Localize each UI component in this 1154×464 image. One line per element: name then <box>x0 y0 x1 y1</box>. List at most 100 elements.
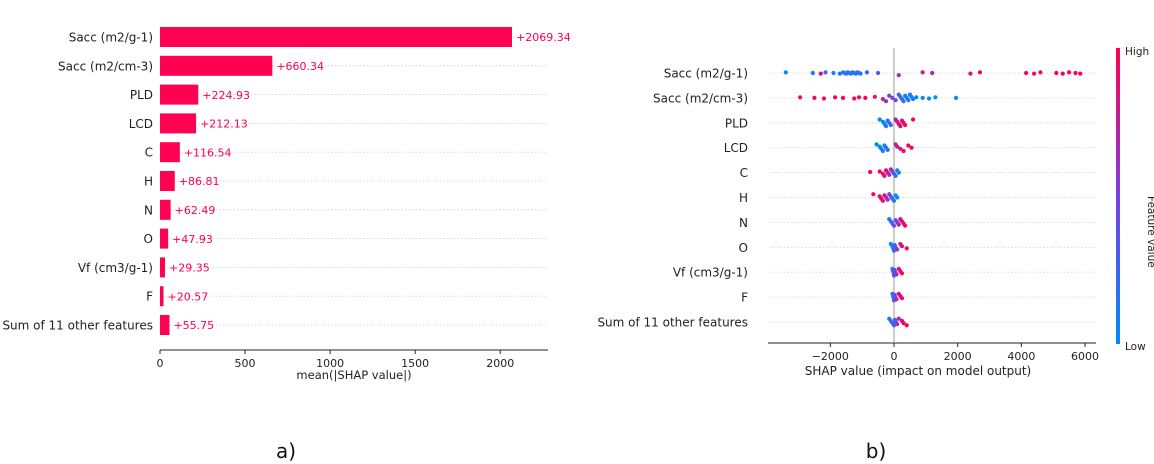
point-pld-10 <box>898 124 903 129</box>
point-n-3 <box>891 223 897 228</box>
category-label-n: N <box>144 203 153 217</box>
point-sacc-m2-g-1-2 <box>818 71 823 76</box>
point-sacc-m2-cm-3-24 <box>914 95 919 100</box>
point-lcd-3 <box>880 148 885 154</box>
point-o-6 <box>895 247 900 252</box>
point-o-3 <box>891 248 897 253</box>
point-c-12 <box>896 170 901 175</box>
point-pld-14 <box>911 117 916 122</box>
feature-label-pld: PLD <box>725 116 748 130</box>
point-sacc-m2-g-1-26 <box>1031 71 1037 76</box>
bar-sacc-m2-cm-3 <box>160 55 273 76</box>
x-tick-label-3: 1500 <box>401 357 429 370</box>
point-o-9 <box>904 246 909 251</box>
point-sacc-m2-cm-3-0 <box>797 95 803 100</box>
colorbar-low-label: Low <box>1125 341 1146 353</box>
feature-label-sacc-m2-g-1: Sacc (m2/g-1) <box>664 67 748 81</box>
point-sacc-m2-g-1-23 <box>968 71 973 76</box>
point-h-6 <box>885 197 890 202</box>
point-sacc-m2-g-1-25 <box>1024 70 1029 76</box>
value-label-f: +20.57 <box>167 290 208 303</box>
point-sacc-m2-cm-3-4 <box>840 95 846 100</box>
point-c-10 <box>893 173 898 178</box>
x-tick-label-4: 2000 <box>486 357 514 370</box>
point-sacc-m2-g-1-1 <box>810 70 815 76</box>
bar-lcd <box>160 113 197 134</box>
bar-o <box>160 228 169 249</box>
value-label-c: +116.54 <box>184 146 232 159</box>
point-sacc-m2-g-1-0 <box>783 70 788 75</box>
point-sum-of-11-other-features-7 <box>896 316 901 321</box>
point-n-6 <box>896 222 901 227</box>
point-sacc-m2-g-1-19 <box>875 70 881 76</box>
bar-chart-gridlines <box>160 36 548 326</box>
value-label-sacc-m2-cm-3: +660.34 <box>276 60 324 73</box>
beeswarm-points <box>783 70 1083 328</box>
point-sacc-m2-cm-3-9 <box>880 96 885 102</box>
feature-label-c: C <box>740 166 748 180</box>
x-tick-label-1: 500 <box>235 357 256 370</box>
feature-label-sacc-m2-cm-3: Sacc (m2/cm-3) <box>653 91 748 105</box>
point-vf-cm3-g-1-6 <box>894 272 899 277</box>
point-c-3 <box>882 173 887 178</box>
feature-label-sum-of-11-other-features: Sum of 11 other features <box>597 316 748 330</box>
point-sacc-m2-cm-3-5 <box>852 96 857 101</box>
bar-h <box>160 171 175 191</box>
bar-pld <box>160 84 199 105</box>
point-sacc-m2-g-1-31 <box>1073 70 1078 76</box>
bar-vf-cm3-g-1 <box>160 257 165 278</box>
point-vf-cm3-g-1-9 <box>899 271 905 276</box>
point-lcd-6 <box>885 147 890 152</box>
point-sacc-m2-g-1-27 <box>1038 70 1043 75</box>
point-n-10 <box>903 223 908 228</box>
point-sum-of-11-other-features-9 <box>901 321 906 326</box>
point-sacc-m2-g-1-5 <box>837 71 842 76</box>
point-sacc-m2-cm-3-11 <box>887 93 892 98</box>
feature-label-f: F <box>741 291 748 305</box>
point-pld-13 <box>903 122 908 128</box>
point-sacc-m2-g-1-18 <box>864 70 870 75</box>
point-sacc-m2-cm-3-6 <box>856 95 862 100</box>
point-lcd-12 <box>909 145 914 150</box>
x-tick-label-0: −2000 <box>812 350 849 363</box>
point-lcd-9 <box>898 146 903 151</box>
bar-chart-panel: Sacc (m2/g-1) Sacc (m2/cm-3) PLD LCD C HN O Vf … <box>2 27 571 463</box>
colorbar-title: Feature value <box>1145 196 1154 268</box>
point-sacc-m2-cm-3-23 <box>911 96 916 102</box>
point-sacc-m2-cm-3-20 <box>906 98 911 103</box>
point-c-0 <box>868 169 873 175</box>
point-sacc-m2-g-1-29 <box>1060 71 1065 76</box>
value-label-o: +47.93 <box>172 233 213 246</box>
x-tick-label-2: 2000 <box>944 350 972 363</box>
colorbar <box>1116 48 1120 344</box>
beeswarm-gridlines <box>770 72 1096 323</box>
point-sacc-m2-cm-3-8 <box>872 94 878 99</box>
category-label-pld: PLD <box>130 88 153 102</box>
point-sacc-m2-g-1-20 <box>896 73 901 78</box>
value-label-sum-of-11-other-features: +55.75 <box>173 319 214 332</box>
point-sacc-m2-cm-3-28 <box>953 95 959 100</box>
bar-chart-bars <box>160 27 512 335</box>
x-tick-label-3: 4000 <box>1007 350 1035 363</box>
category-label-c: C <box>145 146 153 160</box>
value-label-n: +62.49 <box>175 204 216 217</box>
category-label-sacc-m2-cm-3: Sacc (m2/cm-3) <box>58 59 153 73</box>
feature-label-vf-cm3-g-1: Vf (cm3/g-1) <box>673 266 748 280</box>
point-pld-3 <box>883 124 889 129</box>
value-label-h: +86.81 <box>179 175 220 188</box>
category-label-h: H <box>144 175 153 189</box>
point-sacc-m2-cm-3-10 <box>883 99 889 104</box>
point-sacc-m2-g-1-21 <box>920 70 925 75</box>
point-sacc-m2-g-1-17 <box>858 71 863 76</box>
category-label-sacc-m2-g-1: Sacc (m2/g-1) <box>69 31 153 45</box>
point-sacc-m2-cm-3-7 <box>863 95 868 100</box>
bar-chart-value-labels: +2069.34 +660.34 +224.93 +212.13 +116.54 +86.… <box>167 31 570 332</box>
point-sacc-m2-cm-3-3 <box>833 95 838 100</box>
point-h-12 <box>895 195 900 200</box>
panel-label-b: b) <box>866 439 887 463</box>
value-label-vf-cm3-g-1: +29.35 <box>169 262 210 275</box>
point-c-6 <box>887 172 892 177</box>
category-label-f: F <box>146 290 153 304</box>
